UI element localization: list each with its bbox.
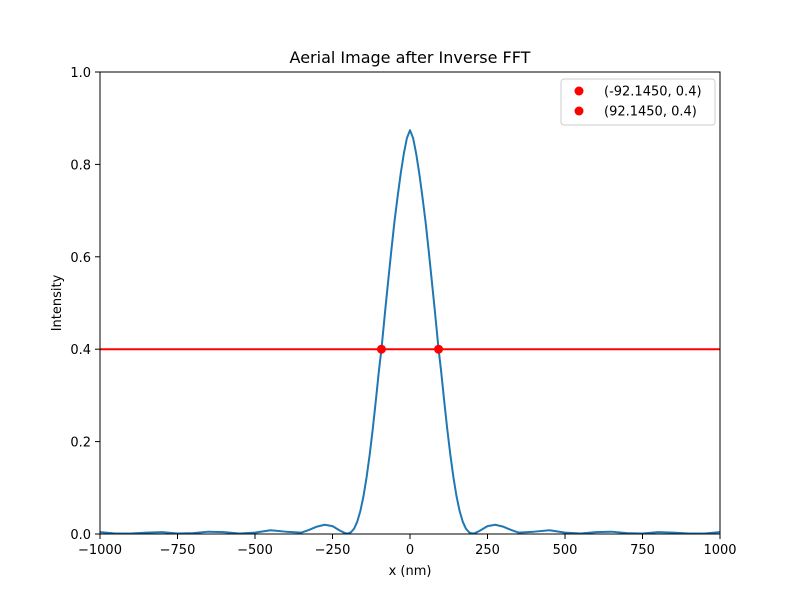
- x-tick-label: −500: [237, 543, 273, 558]
- y-tick-label: 0.8: [70, 158, 91, 173]
- x-tick-label: −750: [160, 543, 196, 558]
- plot-area: [100, 129, 720, 534]
- y-tick-label: 0.6: [70, 251, 91, 266]
- legend-marker: [574, 86, 584, 96]
- y-tick-label: 0.0: [70, 528, 91, 543]
- legend-label: (92.1450, 0.4): [604, 105, 697, 120]
- x-tick-label: −1000: [78, 543, 122, 558]
- x-tick-label: 500: [553, 543, 578, 558]
- scatter-point-2: [434, 344, 444, 354]
- legend: (-92.1450, 0.4) (92.1450, 0.4): [560, 78, 716, 126]
- y-tick-label: 0.2: [70, 436, 91, 451]
- legend-box: [560, 78, 716, 126]
- plot-clip-group: [100, 129, 720, 534]
- y-axis-label: Intensity: [50, 274, 65, 331]
- legend-label: (-92.1450, 0.4): [604, 85, 702, 100]
- scatter-point-1: [376, 344, 386, 354]
- x-tick-label: 750: [630, 543, 655, 558]
- x-axis-label: x (nm): [389, 564, 432, 579]
- x-tick-label: 250: [475, 543, 500, 558]
- chart-title: Aerial Image after Inverse FFT: [290, 48, 531, 67]
- axes: −1000 −750 −500 −250 0 250 500 750 1000 0.0 0.2 0.4…: [70, 66, 736, 558]
- legend-marker: [574, 106, 584, 116]
- y-tick-label: 0.4: [70, 343, 91, 358]
- intensity-curve-line: [100, 129, 720, 534]
- axes-frame: [99, 71, 721, 535]
- y-tick-label: 1.0: [70, 66, 91, 81]
- x-tick-label: 0: [406, 543, 414, 558]
- x-tick-label: 1000: [703, 543, 736, 558]
- x-tick-label: −250: [315, 543, 351, 558]
